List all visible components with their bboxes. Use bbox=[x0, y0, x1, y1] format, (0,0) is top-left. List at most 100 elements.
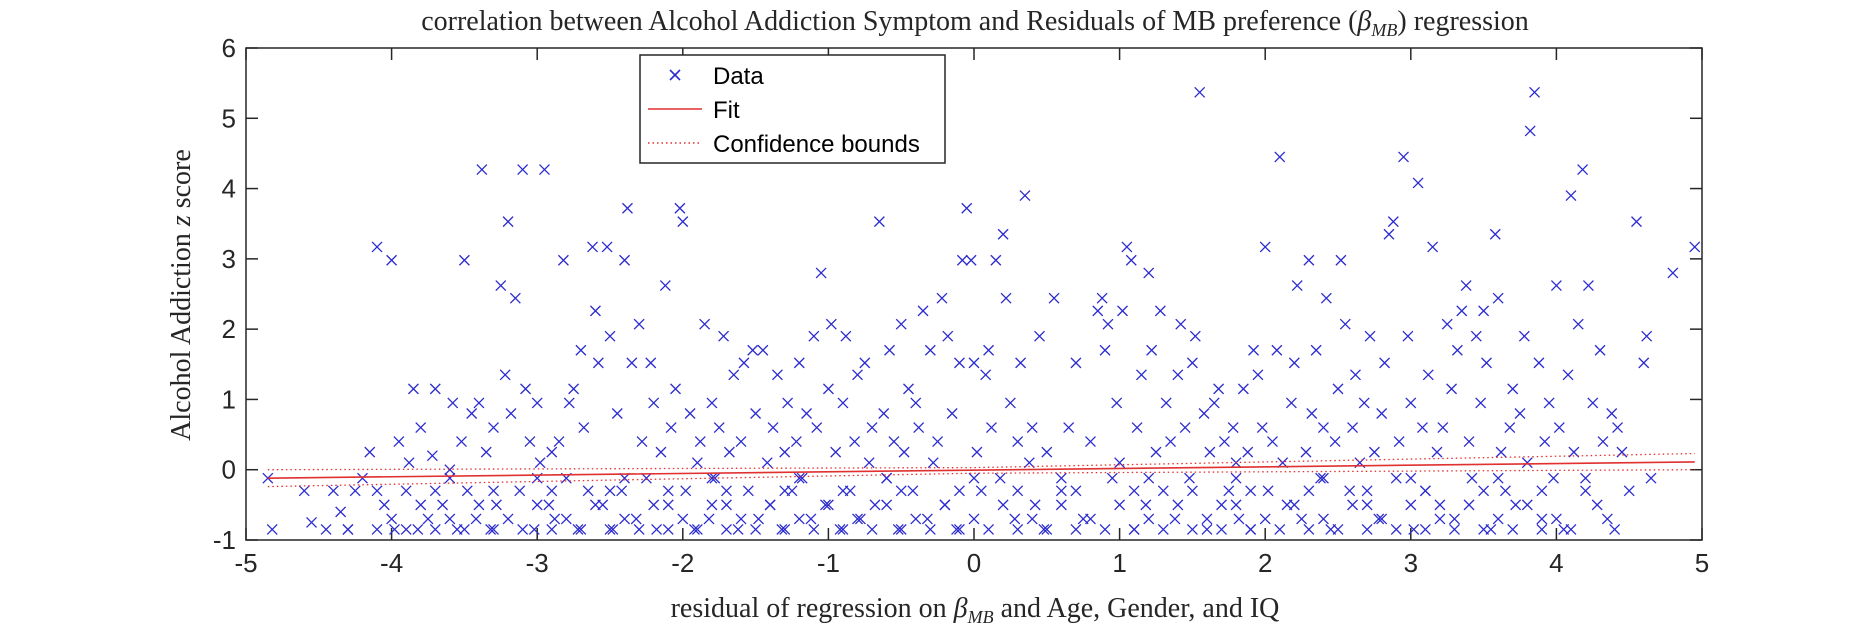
data-point bbox=[1154, 305, 1166, 317]
data-point bbox=[1601, 513, 1613, 525]
data-point bbox=[1303, 254, 1315, 266]
data-point bbox=[1368, 446, 1380, 458]
data-point bbox=[640, 472, 652, 484]
x-tick-label: -4 bbox=[380, 548, 403, 578]
data-point bbox=[1315, 472, 1326, 484]
data-point bbox=[1131, 422, 1143, 434]
data-point bbox=[447, 397, 459, 409]
data-point bbox=[546, 485, 558, 497]
data-point bbox=[1470, 330, 1482, 342]
data-point bbox=[1143, 472, 1155, 484]
data-point bbox=[961, 202, 973, 214]
data-point bbox=[1419, 523, 1431, 535]
data-point bbox=[266, 523, 278, 535]
data-point bbox=[1157, 523, 1169, 535]
data-point bbox=[1216, 499, 1227, 511]
confidence-bound-lower bbox=[267, 469, 1695, 488]
data-point bbox=[1446, 383, 1458, 395]
data-point bbox=[852, 513, 863, 525]
x-tick-label: 4 bbox=[1549, 548, 1563, 578]
data-point bbox=[604, 485, 616, 497]
data-point bbox=[1478, 305, 1490, 317]
data-point bbox=[840, 330, 852, 342]
data-point bbox=[895, 523, 907, 535]
data-point bbox=[1121, 241, 1133, 253]
data-point bbox=[1524, 125, 1536, 137]
data-point bbox=[866, 523, 878, 535]
data-point bbox=[1645, 472, 1657, 484]
data-point bbox=[568, 383, 580, 395]
data-point bbox=[849, 436, 861, 448]
data-point bbox=[1157, 485, 1169, 497]
data-point bbox=[1230, 472, 1242, 484]
data-point bbox=[528, 523, 540, 535]
data-point bbox=[1518, 330, 1530, 342]
data-point bbox=[648, 397, 660, 409]
data-point bbox=[655, 446, 667, 458]
data-point bbox=[524, 436, 536, 448]
data-point bbox=[1288, 499, 1300, 511]
data-point bbox=[1466, 472, 1478, 484]
data-point bbox=[1347, 422, 1359, 434]
data-point bbox=[1055, 485, 1067, 497]
data-point bbox=[1259, 241, 1271, 253]
data-point bbox=[1267, 436, 1278, 448]
data-point bbox=[1012, 523, 1024, 535]
data-point bbox=[956, 254, 968, 266]
data-point bbox=[779, 446, 791, 458]
data-point bbox=[1481, 357, 1492, 369]
data-point bbox=[1565, 523, 1577, 535]
data-point bbox=[1242, 446, 1254, 458]
data-point bbox=[1085, 513, 1096, 525]
data-point bbox=[488, 485, 499, 497]
data-point bbox=[1606, 408, 1618, 419]
data-point bbox=[1099, 523, 1111, 535]
data-point bbox=[1422, 369, 1434, 381]
data-point bbox=[1114, 499, 1126, 511]
data-point bbox=[738, 357, 750, 369]
data-point bbox=[808, 330, 820, 342]
data-point bbox=[262, 472, 274, 484]
data-point bbox=[349, 485, 361, 497]
data-point bbox=[1015, 357, 1027, 369]
data-point bbox=[1641, 330, 1653, 342]
data-point bbox=[953, 485, 965, 497]
data-point bbox=[965, 254, 977, 266]
data-point bbox=[742, 485, 754, 497]
data-point bbox=[670, 383, 681, 395]
data-point bbox=[429, 383, 441, 395]
data-point bbox=[732, 523, 744, 535]
data-point bbox=[539, 164, 550, 176]
data-point bbox=[1000, 292, 1012, 304]
data-point bbox=[1373, 513, 1385, 525]
data-point bbox=[575, 344, 587, 356]
data-point bbox=[1489, 228, 1501, 240]
data-point bbox=[927, 457, 939, 469]
data-point bbox=[458, 254, 470, 266]
data-point bbox=[327, 485, 339, 497]
data-point bbox=[1096, 292, 1108, 304]
data-point bbox=[1553, 422, 1565, 434]
legend-label-fit: Fit bbox=[713, 97, 740, 124]
data-point bbox=[721, 523, 732, 535]
data-point bbox=[852, 369, 863, 381]
data-point bbox=[1186, 357, 1198, 369]
data-point bbox=[895, 485, 907, 497]
data-point bbox=[616, 485, 628, 497]
data-point bbox=[1631, 216, 1642, 228]
data-point bbox=[721, 485, 732, 497]
data-point bbox=[837, 397, 849, 409]
data-point bbox=[403, 457, 415, 469]
data-point bbox=[1504, 422, 1516, 434]
data-point bbox=[1026, 422, 1038, 434]
data-point bbox=[1143, 513, 1155, 525]
data-point bbox=[1288, 357, 1300, 369]
data-point bbox=[1416, 422, 1428, 434]
data-point bbox=[881, 499, 893, 511]
data-point bbox=[820, 499, 831, 511]
data-point bbox=[913, 422, 925, 434]
data-point bbox=[1594, 344, 1606, 356]
data-point bbox=[790, 436, 802, 448]
data-point bbox=[980, 369, 992, 381]
